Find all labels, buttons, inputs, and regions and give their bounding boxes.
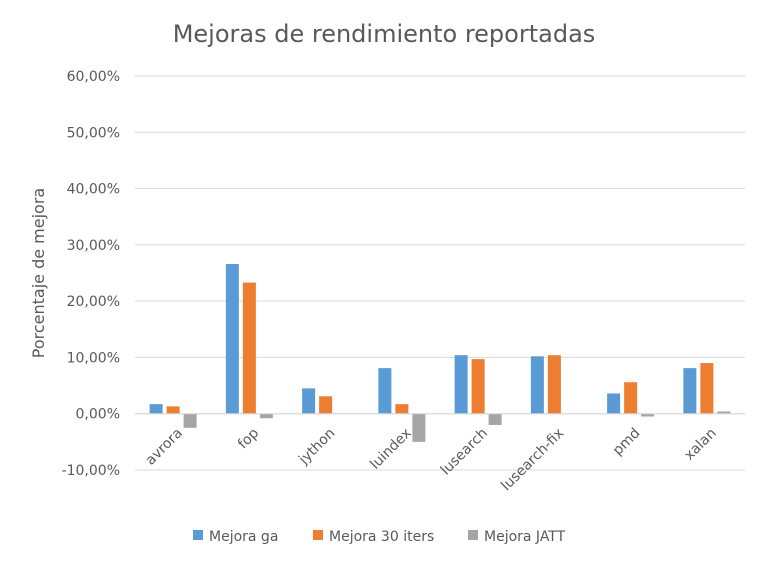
- x-tick-label: fop: [235, 425, 262, 452]
- bar-lusearch-fix-1: [547, 355, 561, 414]
- bar-fop-0: [225, 263, 239, 414]
- bars: [135, 263, 745, 442]
- bar-avrora-2: [183, 413, 197, 428]
- bar-lusearch-2: [488, 413, 502, 425]
- bar-xalan-0: [683, 368, 697, 414]
- chart-title: Mejoras de rendimiento reportadas: [173, 20, 596, 48]
- bar-lusearch-fix-0: [530, 356, 544, 414]
- y-tick-label: 50,00%: [67, 125, 120, 141]
- bar-jython-0: [302, 388, 316, 414]
- bar-pmd-1: [624, 382, 638, 414]
- legend-swatch: [468, 530, 478, 540]
- legend-swatch: [193, 530, 203, 540]
- x-tick-label: xalan: [681, 425, 719, 463]
- legend-swatch: [313, 530, 323, 540]
- bar-pmd-0: [607, 393, 621, 414]
- y-tick-label: 60,00%: [67, 69, 120, 85]
- y-axis-label: Porcentaje de mejora: [29, 188, 48, 358]
- y-tick-label: 10,00%: [67, 350, 120, 366]
- x-tick-label: avrora: [143, 425, 186, 468]
- y-tick-label: 0,00%: [76, 407, 120, 423]
- x-tick-label: luindex: [367, 425, 414, 472]
- y-tick-label: 30,00%: [67, 238, 120, 254]
- bar-xalan-2: [717, 411, 731, 414]
- legend: Mejora ga Mejora 30 iters Mejora JATT: [193, 529, 566, 545]
- y-axis-ticks: -10,00% 0,00% 10,00% 20,00% 30,00% 40,00% 50,0…: [62, 69, 120, 479]
- x-axis-ticks: avrora fop jython luindex lusearch lusearch-f…: [143, 425, 720, 494]
- bar-xalan-1: [700, 363, 714, 414]
- bar-luindex-1: [395, 404, 409, 414]
- x-tick-label: lusearch-fix: [498, 425, 567, 494]
- x-tick-label: jython: [295, 425, 338, 468]
- y-tick-label: 20,00%: [67, 294, 120, 310]
- bar-fop-1: [242, 282, 256, 414]
- legend-label: Mejora JATT: [484, 529, 566, 545]
- bar-lusearch-0: [454, 355, 468, 414]
- bar-jython-1: [319, 396, 333, 414]
- bar-pmd-2: [641, 413, 655, 417]
- bar-fop-2: [259, 413, 273, 419]
- bar-lusearch-1: [471, 359, 485, 414]
- legend-label: Mejora ga: [209, 529, 278, 545]
- y-tick-label: 40,00%: [67, 182, 120, 198]
- legend-label: Mejora 30 iters: [329, 529, 434, 545]
- x-tick-label: pmd: [610, 425, 644, 459]
- y-tick-label: -10,00%: [62, 463, 120, 479]
- bar-luindex-2: [412, 413, 426, 442]
- bar-avrora-1: [166, 406, 180, 414]
- bar-avrora-0: [149, 404, 163, 414]
- bar-luindex-0: [378, 368, 392, 414]
